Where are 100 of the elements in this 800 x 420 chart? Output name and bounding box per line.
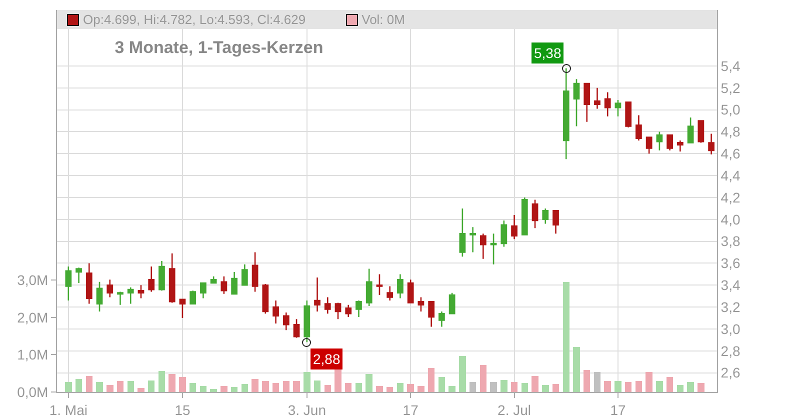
candlestick <box>231 271 238 295</box>
bar <box>666 377 674 392</box>
candlestick <box>314 276 320 312</box>
bar <box>480 365 487 392</box>
y-tick-label: 0,0M <box>17 384 48 400</box>
annotation: Op:4.699, Hi:4.782, Lo:4.593, Cl:4.629 <box>83 12 306 27</box>
candlestick <box>594 87 600 110</box>
annotation: Vol: 0M <box>362 12 405 27</box>
candlestick <box>190 290 196 304</box>
bar <box>106 384 114 392</box>
candlestick <box>386 286 394 302</box>
candlestick <box>241 264 248 286</box>
bar <box>687 382 694 392</box>
candlestick <box>459 208 466 258</box>
bar <box>324 384 332 392</box>
bar <box>282 381 290 392</box>
y2-tick-label: 3,2 <box>720 298 740 315</box>
bar <box>386 387 394 392</box>
bar <box>116 381 124 392</box>
y-tick-label: 1,0M <box>17 346 48 363</box>
bar <box>469 382 476 392</box>
bar <box>614 380 622 392</box>
candlestick <box>179 298 186 319</box>
candlestick <box>604 92 611 118</box>
y2-tick-label: 4,8 <box>720 124 740 140</box>
candlestick <box>584 82 590 123</box>
bar <box>428 368 435 392</box>
candlestick <box>438 310 445 328</box>
candlestick <box>282 312 290 331</box>
y2-tick-label: 5,2 <box>720 80 740 96</box>
bar <box>676 384 684 392</box>
y2-tick-label: 4,6 <box>720 146 740 162</box>
bar <box>262 381 269 392</box>
candlestick <box>96 281 103 312</box>
y2-tick-label: 2,8 <box>720 342 740 359</box>
candlestick <box>698 120 704 144</box>
bar <box>376 386 383 392</box>
bar <box>532 376 538 392</box>
bar <box>148 380 155 392</box>
bar <box>624 382 632 392</box>
bar <box>418 386 424 392</box>
bar <box>490 382 497 392</box>
y2-tick-label: 4,4 <box>720 167 740 184</box>
candlestick <box>397 274 404 299</box>
bar <box>158 371 166 392</box>
candlestick <box>220 276 228 295</box>
candlestick <box>490 233 497 265</box>
x-tick-label: 17 <box>610 402 626 418</box>
candlestick <box>106 279 114 298</box>
y2-tick-label: 3,4 <box>720 277 740 294</box>
candlestick <box>376 274 383 296</box>
bar <box>355 383 362 392</box>
candlestick <box>511 214 518 240</box>
y2-tick-label: 5,4 <box>720 58 740 74</box>
bar <box>604 380 611 392</box>
candlestick <box>407 279 414 304</box>
annotation: 2,88 <box>313 351 340 367</box>
bar <box>438 377 446 392</box>
candlestick <box>614 99 622 118</box>
candlestick <box>293 318 300 338</box>
bar <box>448 386 456 392</box>
bar <box>230 387 238 392</box>
bar <box>656 380 663 392</box>
y2-tick-label: 3,6 <box>720 255 740 272</box>
candlestick <box>76 266 82 284</box>
y2-tick-label: 2,6 <box>720 364 740 381</box>
bar <box>220 386 228 392</box>
bar <box>168 374 176 392</box>
y-tick-label: 3,0M <box>17 272 48 288</box>
candlestick <box>708 133 714 156</box>
candlestick <box>573 78 580 127</box>
candlestick <box>428 300 435 328</box>
bar <box>542 384 549 392</box>
y2-tick-label: 4,2 <box>720 189 740 206</box>
bar <box>252 378 258 392</box>
candlestick <box>625 102 632 128</box>
bar <box>272 383 280 392</box>
bar <box>500 380 508 392</box>
candlestick <box>356 300 362 318</box>
bar <box>562 282 570 392</box>
bar <box>179 377 186 392</box>
bar <box>189 383 196 392</box>
candlestick <box>200 282 206 299</box>
candlestick <box>646 136 652 154</box>
bar <box>552 384 560 392</box>
bar <box>65 382 72 392</box>
bar <box>127 381 134 392</box>
bar <box>635 380 642 392</box>
candlestick <box>324 296 331 314</box>
candlestick <box>86 262 92 304</box>
candlestick <box>470 226 476 253</box>
bar <box>646 372 652 392</box>
candlestick <box>687 116 694 144</box>
bar <box>304 372 310 392</box>
candlestick <box>272 300 279 324</box>
bar <box>86 376 93 392</box>
bar <box>314 380 321 392</box>
x-tick-label: 1. Mai <box>49 402 88 418</box>
candlestick <box>532 199 538 229</box>
bar <box>594 372 601 392</box>
